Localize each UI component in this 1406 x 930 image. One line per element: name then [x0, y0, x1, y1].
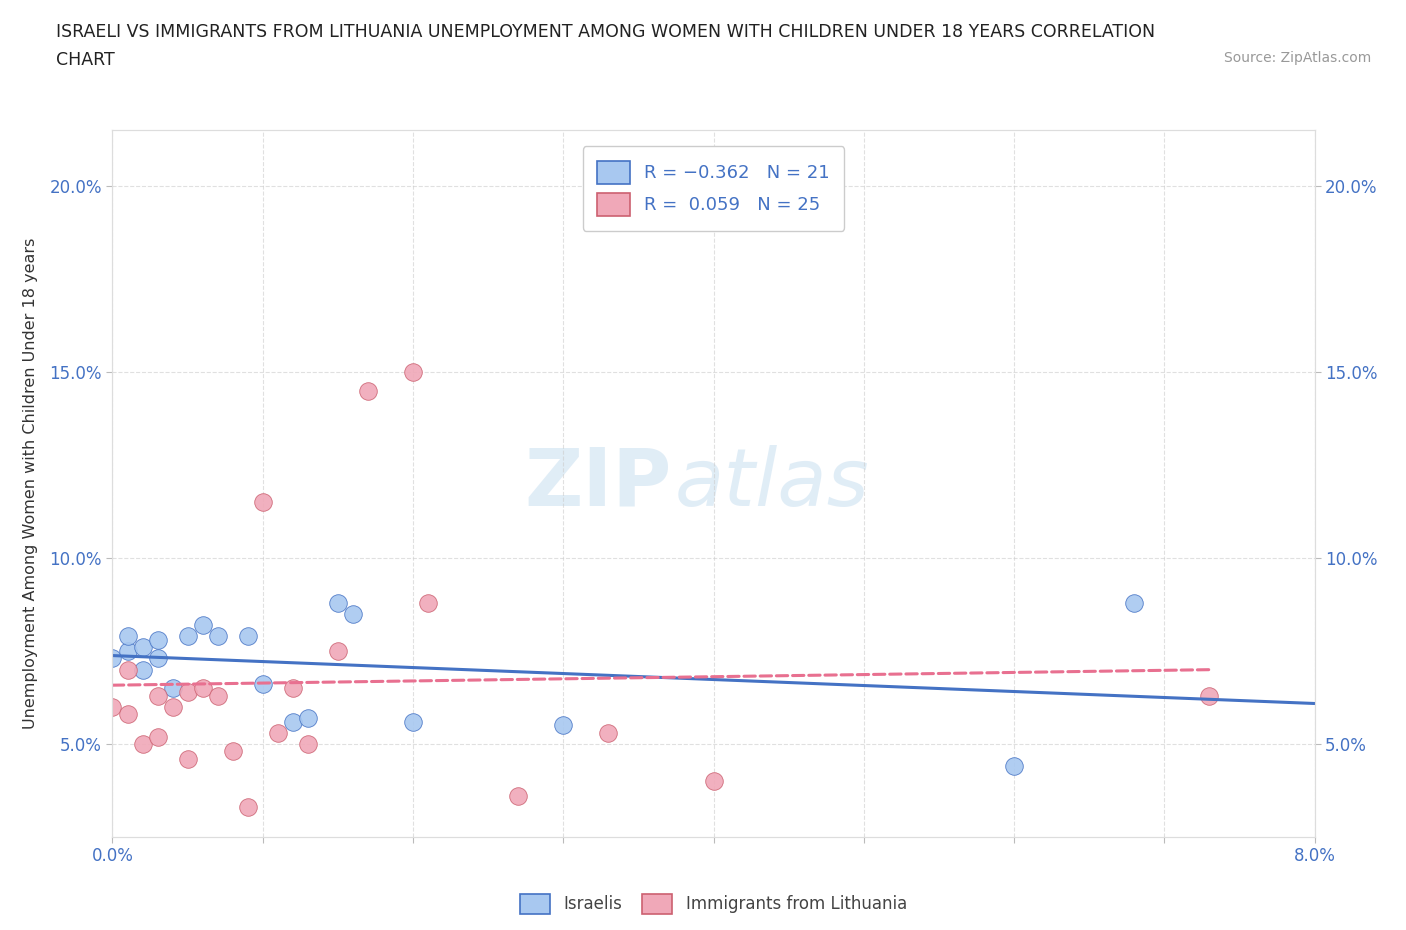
Text: atlas: atlas	[675, 445, 870, 523]
Point	[176, 684, 198, 699]
Point	[553, 718, 575, 733]
Text: CHART: CHART	[56, 51, 115, 69]
Point	[101, 699, 124, 714]
Point	[207, 629, 229, 644]
Point	[191, 618, 214, 632]
Point	[191, 681, 214, 696]
Point	[117, 662, 139, 677]
Point	[702, 774, 725, 789]
Point	[146, 632, 169, 647]
Point	[326, 595, 349, 610]
Point	[236, 629, 259, 644]
Point	[162, 699, 184, 714]
Point	[207, 688, 229, 703]
Legend: Israelis, Immigrants from Lithuania: Israelis, Immigrants from Lithuania	[513, 887, 914, 921]
Point	[176, 751, 198, 766]
Point	[131, 640, 153, 655]
Point	[598, 725, 620, 740]
Point	[342, 606, 364, 621]
Point	[297, 737, 319, 751]
Point	[1123, 595, 1146, 610]
Text: Source: ZipAtlas.com: Source: ZipAtlas.com	[1223, 51, 1371, 65]
Point	[357, 383, 380, 398]
Point	[222, 744, 245, 759]
Point	[101, 651, 124, 666]
Point	[162, 681, 184, 696]
Point	[117, 644, 139, 658]
Point	[252, 495, 274, 510]
Point	[236, 800, 259, 815]
Point	[402, 365, 425, 379]
Point	[117, 629, 139, 644]
Point	[131, 737, 153, 751]
Point	[402, 714, 425, 729]
Point	[281, 681, 304, 696]
Point	[146, 651, 169, 666]
Point	[146, 688, 169, 703]
Point	[297, 711, 319, 725]
Point	[267, 725, 290, 740]
Text: ZIP: ZIP	[524, 445, 672, 523]
Point	[131, 662, 153, 677]
Text: ISRAELI VS IMMIGRANTS FROM LITHUANIA UNEMPLOYMENT AMONG WOMEN WITH CHILDREN UNDE: ISRAELI VS IMMIGRANTS FROM LITHUANIA UNE…	[56, 23, 1156, 41]
Point	[508, 789, 530, 804]
Point	[416, 595, 439, 610]
Point	[117, 707, 139, 722]
Point	[146, 729, 169, 744]
Point	[1198, 688, 1220, 703]
Point	[1002, 759, 1025, 774]
Point	[176, 629, 198, 644]
Y-axis label: Unemployment Among Women with Children Under 18 years: Unemployment Among Women with Children U…	[24, 238, 38, 729]
Point	[252, 677, 274, 692]
Point	[281, 714, 304, 729]
Point	[326, 644, 349, 658]
